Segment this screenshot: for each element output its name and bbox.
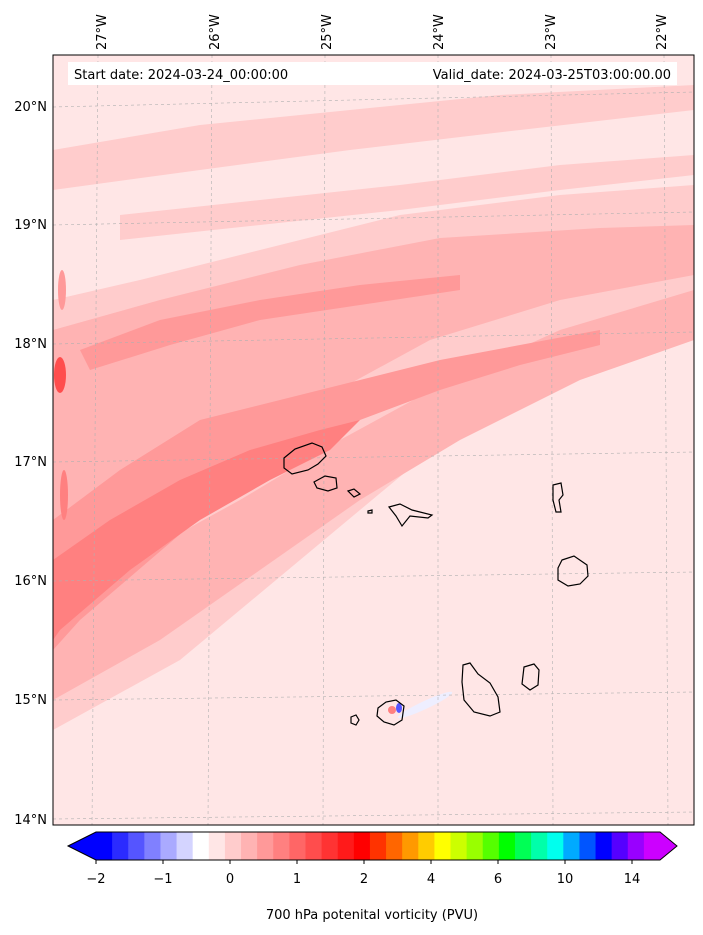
lon-label: 22°W bbox=[655, 14, 670, 50]
colorbar-segment bbox=[498, 832, 516, 860]
lat-label: 15°N bbox=[14, 693, 47, 708]
colorbar-segment bbox=[192, 832, 210, 860]
island-santa-luzia bbox=[346, 488, 362, 498]
island-sal bbox=[552, 482, 564, 513]
lat-label: 16°N bbox=[14, 574, 47, 589]
colorbar-tick-label: −1 bbox=[153, 872, 172, 887]
coastlines bbox=[283, 442, 589, 726]
gridlines bbox=[53, 55, 694, 825]
island-maio bbox=[521, 663, 540, 691]
colorbar-segment bbox=[434, 832, 452, 860]
colorbar-segment bbox=[160, 832, 178, 860]
lon-label: 27°W bbox=[95, 14, 110, 50]
colorbar-tick-label: 0 bbox=[226, 872, 234, 887]
colorbar-title: 700 hPa potenital vorticity (PVU) bbox=[266, 908, 478, 923]
colorbar-segment bbox=[547, 832, 564, 860]
island-branco bbox=[367, 509, 373, 514]
colorbar-segment bbox=[224, 832, 242, 860]
colorbar-tick-label: 10 bbox=[557, 872, 574, 887]
colorbar-segment bbox=[208, 832, 226, 860]
colorbar-segment bbox=[112, 832, 129, 860]
lat-label: 19°N bbox=[14, 218, 47, 233]
lon-label: 26°W bbox=[208, 14, 223, 50]
island-sao-vicente bbox=[313, 475, 338, 492]
colorbar-segment bbox=[321, 832, 339, 860]
lon-label: 24°W bbox=[432, 14, 447, 50]
colorbar-extend-min bbox=[68, 832, 96, 860]
pv-patch-negative bbox=[396, 703, 402, 713]
island-santiago bbox=[461, 662, 501, 717]
map-frame bbox=[52, 54, 695, 826]
colorbar-segment bbox=[482, 832, 500, 860]
latitude-labels: 20°N 19°N 18°N 17°N 16°N 15°N 14°N bbox=[14, 100, 47, 828]
colorbar-tick-label: 14 bbox=[624, 872, 641, 887]
colorbar-segment bbox=[579, 832, 597, 860]
colorbar-extend-max bbox=[660, 832, 677, 860]
pv-patch-fogo-plume bbox=[397, 691, 453, 719]
colorbar-tick-labels: −2 −1 0 1 2 4 6 10 14 bbox=[86, 872, 640, 887]
map-plot-area: Start date: 2024-03-24_00:00:00 Valid_da… bbox=[53, 55, 694, 825]
pv-band-light-north bbox=[53, 85, 694, 190]
pv-band-strong-west bbox=[53, 420, 360, 640]
pv-band-light-north-2 bbox=[120, 155, 694, 240]
colorbar bbox=[66, 831, 678, 864]
colorbar-segment bbox=[305, 832, 323, 860]
colorbar-segment bbox=[289, 832, 306, 860]
colorbar-segment bbox=[337, 832, 355, 860]
colorbar-segment bbox=[176, 832, 194, 860]
colorbar-segment bbox=[466, 832, 484, 860]
colorbar-tick-label: 2 bbox=[360, 872, 368, 887]
island-brava bbox=[350, 714, 360, 726]
colorbar-segment bbox=[402, 832, 419, 860]
colorbar-segment bbox=[450, 832, 468, 860]
colorbar-segment bbox=[128, 832, 145, 860]
lon-label: 25°W bbox=[320, 14, 335, 50]
colorbar-segment bbox=[369, 832, 387, 860]
colorbar-segment bbox=[643, 832, 661, 860]
colorbar-segment bbox=[531, 832, 548, 860]
pv-band-medium-south bbox=[53, 290, 694, 700]
colorbar-tick-label: 6 bbox=[494, 872, 502, 887]
colorbar-segment bbox=[418, 832, 435, 860]
island-sao-nicolau bbox=[387, 503, 434, 528]
colorbar-segment bbox=[273, 832, 290, 860]
lat-label: 20°N bbox=[14, 100, 47, 115]
island-santo-antao bbox=[283, 442, 327, 475]
island-fogo bbox=[376, 699, 405, 726]
colorbar-tick-label: 4 bbox=[427, 872, 435, 887]
island-boa-vista bbox=[557, 555, 589, 587]
pv-patch-west-edge bbox=[54, 357, 66, 393]
lon-label: 23°W bbox=[544, 14, 559, 50]
colorbar-tick-label: −2 bbox=[86, 872, 105, 887]
pv-band-strong-north bbox=[80, 275, 460, 370]
colorbar-segment bbox=[257, 832, 274, 860]
colorbar-tick-label: 1 bbox=[293, 872, 301, 887]
colorbar-segment bbox=[96, 832, 113, 860]
pv-patch-west-edge-3 bbox=[60, 470, 68, 520]
valid-date-label: Valid_date: 2024-03-25T03:00:00.00 bbox=[433, 68, 671, 83]
colorbar-segment bbox=[241, 832, 258, 860]
colorbar-segment bbox=[386, 832, 403, 860]
colorbar-segment bbox=[144, 832, 161, 860]
date-annotation-box bbox=[68, 62, 677, 85]
pv-patch-west-edge-2 bbox=[58, 270, 66, 310]
lat-label: 18°N bbox=[14, 337, 47, 352]
colorbar-segment bbox=[595, 832, 613, 860]
colorbar-segment bbox=[627, 832, 645, 860]
pv-band-strong bbox=[53, 330, 600, 650]
colorbar-segment bbox=[563, 832, 580, 860]
colorbar-segment bbox=[611, 832, 629, 860]
longitude-labels: 27°W 26°W 25°W 24°W 23°W 22°W bbox=[95, 14, 670, 50]
pv-patch-fogo-positive bbox=[388, 706, 396, 714]
colorbar-segment bbox=[514, 832, 532, 860]
lat-label: 14°N bbox=[14, 813, 47, 828]
lat-label: 17°N bbox=[14, 455, 47, 470]
start-date-label: Start date: 2024-03-24_00:00:00 bbox=[74, 68, 288, 83]
colorbar-segment bbox=[353, 832, 371, 860]
